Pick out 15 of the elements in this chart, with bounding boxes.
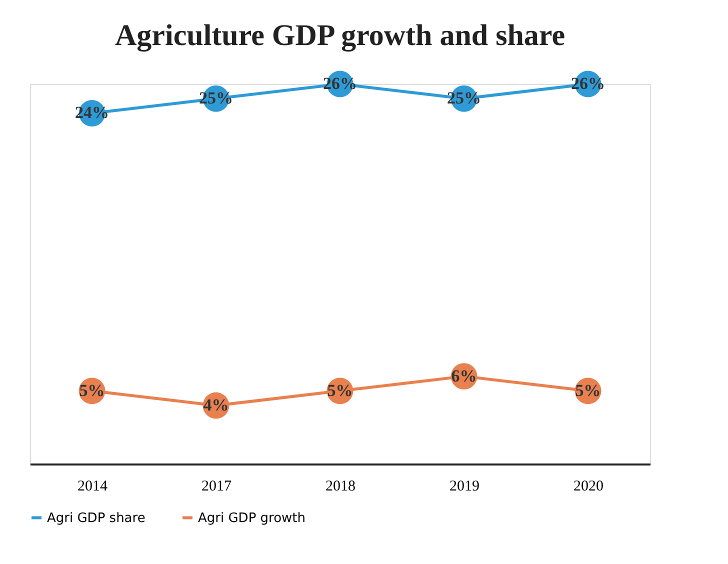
- legend-label: Agri GDP growth: [198, 510, 306, 526]
- data-label: 26%: [323, 74, 357, 93]
- x-tick-label: 2017: [202, 478, 232, 494]
- data-label: 5%: [327, 380, 353, 400]
- x-tick-label: 2019: [450, 478, 480, 494]
- data-label: 6%: [451, 366, 477, 386]
- legend-label: Agri GDP share: [47, 510, 146, 526]
- x-tick-label: 2020: [574, 478, 604, 494]
- data-label: 5%: [575, 380, 601, 400]
- chart-title: Agriculture GDP growth and share: [114, 18, 566, 52]
- x-tick-label: 2014: [78, 478, 108, 494]
- data-label: 25%: [447, 88, 481, 108]
- x-tick-label: 2018: [326, 478, 356, 494]
- data-label: 5%: [79, 380, 105, 400]
- data-label: 4%: [203, 396, 229, 415]
